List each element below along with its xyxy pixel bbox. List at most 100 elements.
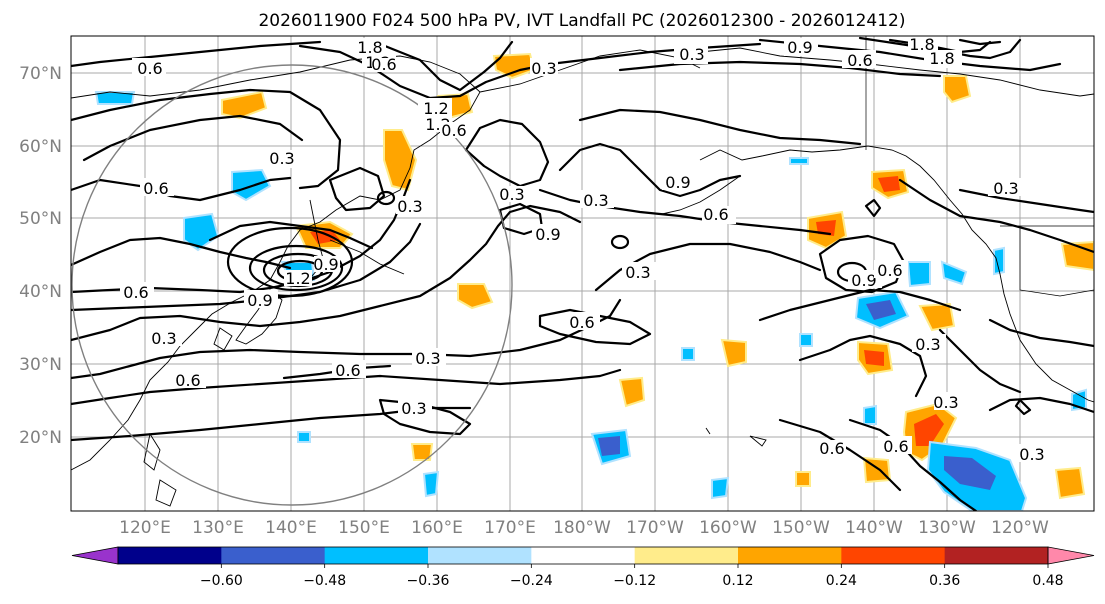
contour-label: 0.6 xyxy=(819,439,844,458)
shade-negative-strong xyxy=(866,300,896,320)
lon-label: 170°W xyxy=(626,518,684,538)
contour-ring xyxy=(864,198,882,218)
shade-negative xyxy=(183,212,220,252)
contour-label: 0.3 xyxy=(993,179,1018,198)
shade-negative xyxy=(94,91,136,105)
contour-label: 0.6 xyxy=(143,179,168,198)
contour-label: 1.8 xyxy=(929,49,954,68)
contour-label: 0.3 xyxy=(151,329,176,348)
contour-label: 0.3 xyxy=(499,185,524,204)
shade-positive xyxy=(618,376,646,408)
contour-label: 0.6 xyxy=(175,371,200,390)
lat-label: 60°N xyxy=(19,137,62,157)
coastline-east-asia xyxy=(71,167,411,471)
colorbar-tick-label: 0.36 xyxy=(929,573,960,589)
contour-label: 0.6 xyxy=(883,437,908,456)
contour-line xyxy=(858,36,1022,60)
contour-label: 0.3 xyxy=(397,197,422,216)
contour-label: 0.6 xyxy=(847,51,872,70)
contour-label: 1.8 xyxy=(357,38,382,57)
coastline-kauai xyxy=(705,427,711,435)
colorbar-segment xyxy=(221,547,326,564)
lon-label: 160°E xyxy=(411,518,463,538)
shade-negative xyxy=(940,260,968,286)
contour-ring xyxy=(1014,398,1032,416)
contour-label: 0.6 xyxy=(703,205,728,224)
colorbar-segment xyxy=(634,547,739,564)
contour-label: 0.3 xyxy=(415,349,440,368)
contour-ring xyxy=(248,244,344,292)
shade-negative-strong xyxy=(944,456,996,490)
contour-label: 0.3 xyxy=(269,149,294,168)
lon-label: 120°W xyxy=(991,518,1049,538)
colorbar-segment xyxy=(841,547,946,564)
contour-line xyxy=(988,318,1094,348)
lat-label: 40°N xyxy=(19,282,62,302)
contour-label: 0.6 xyxy=(569,313,594,332)
colorbar-tick-label: 0.12 xyxy=(722,573,753,589)
contour-line xyxy=(208,220,374,250)
contour-line xyxy=(778,418,902,492)
shade-positive xyxy=(1054,466,1086,500)
colorbar-segment xyxy=(324,547,429,564)
contour-line xyxy=(798,334,928,398)
shade-positive xyxy=(492,52,536,80)
shade-negative xyxy=(231,168,272,202)
contour-line xyxy=(558,142,742,198)
shade-positive xyxy=(720,338,747,368)
contour-label: 0.3 xyxy=(583,191,608,210)
contour-label: 0.3 xyxy=(1019,445,1044,464)
colorbar-segment xyxy=(531,547,636,564)
contour-line xyxy=(898,178,1094,254)
colorbar-extend-max xyxy=(1047,546,1095,565)
border-states xyxy=(1019,226,1094,297)
contour-label: 0.6 xyxy=(137,59,162,78)
contour-ring xyxy=(464,118,550,188)
colorbar-tick-label: −0.48 xyxy=(303,573,346,589)
colorbar-tick-label: −0.24 xyxy=(510,573,553,589)
contour-line xyxy=(988,396,1094,414)
map-panel: 1.8 1.2 1.2 0.6 0.6 0.6 0.3 0.3 0.9 0.9 xyxy=(70,35,1095,512)
shade-positive-strong xyxy=(864,350,884,366)
contour-label: 0.3 xyxy=(625,263,650,282)
contour-line xyxy=(378,40,514,92)
colorbar: −0.60 −0.48 −0.36 −0.24 −0.12 0.12 0.24 0.36 0.4… xyxy=(71,546,1095,589)
shade-positive-strong xyxy=(878,176,900,192)
map-frame xyxy=(70,35,1095,512)
contour-label: 0.9 xyxy=(535,225,560,244)
contour-label: 0.9 xyxy=(787,38,812,57)
shade-negative xyxy=(789,157,809,165)
contour-line xyxy=(848,418,978,511)
coastline-japan xyxy=(235,289,283,345)
shade-positive xyxy=(918,302,956,332)
contour-label: 0.6 xyxy=(441,121,466,140)
contour-line xyxy=(71,40,322,68)
range-ring xyxy=(71,64,513,506)
shade-negative xyxy=(799,333,813,347)
contour-label: 0.9 xyxy=(247,291,272,310)
shade-positive-strong xyxy=(310,230,340,244)
shade-positive xyxy=(795,471,811,487)
contour-line xyxy=(71,204,582,342)
shade-positive-strong xyxy=(914,414,944,446)
colorbar-tick-label: −0.60 xyxy=(200,573,243,589)
shade-negative xyxy=(297,431,311,443)
colorbar-tick-label: −0.36 xyxy=(407,573,450,589)
contour-label: 0.9 xyxy=(665,173,690,192)
contour-line xyxy=(578,108,862,146)
colorbar-frame xyxy=(117,546,1049,565)
contour-label: 0.3 xyxy=(531,59,556,78)
shade-negative xyxy=(906,261,931,288)
shade-negative-strong xyxy=(598,436,620,456)
contour-line xyxy=(71,176,292,202)
coastline-philippines xyxy=(143,432,161,471)
contour-ring xyxy=(610,234,630,250)
contour-label: 1.2 xyxy=(285,269,310,288)
colorbar-tick-label: 0.24 xyxy=(826,573,857,589)
lon-label: 150°W xyxy=(772,518,830,538)
shade-negative xyxy=(993,246,1005,276)
contour-label: 0.3 xyxy=(679,45,704,64)
lon-label: 130°W xyxy=(918,518,976,538)
colorbar-segment xyxy=(118,547,222,564)
